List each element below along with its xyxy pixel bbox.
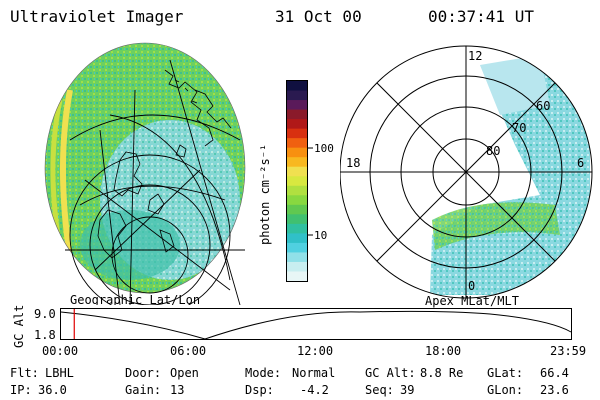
timeline-ytick-9: 9.0 xyxy=(34,307,56,321)
glat-value: 66.4 xyxy=(540,366,569,380)
polar-plot: 12 18 6 0 60 70 80 xyxy=(340,45,593,299)
mlt-label-6: 6 xyxy=(577,156,584,170)
date-label: 31 Oct 00 xyxy=(275,7,362,26)
timeline-plot xyxy=(60,308,572,340)
colorbar-band xyxy=(287,147,307,158)
polar-grid xyxy=(340,45,593,299)
seq-key: Seq: xyxy=(365,383,394,397)
geographic-caption: Geographic Lat/Lon xyxy=(70,293,200,305)
colorbar-band xyxy=(287,157,307,168)
gain-key: Gain: xyxy=(125,383,162,397)
time-label: 00:37:41 UT xyxy=(428,7,534,26)
gc-alt-key: GC Alt: xyxy=(365,366,416,380)
flt-value: LBHL xyxy=(45,366,74,380)
coastlines xyxy=(97,69,232,259)
colorbar-band xyxy=(287,214,307,225)
mlt-label-0: 0 xyxy=(468,279,475,293)
ip-value: 36.0 xyxy=(38,383,67,397)
seq-value: 39 xyxy=(400,383,415,397)
colorbar-tick-10: 10 xyxy=(314,229,327,242)
timeline-xtick-2: 12:00 xyxy=(297,344,334,358)
lat-lon-grid xyxy=(65,59,245,305)
colorbar-band xyxy=(287,223,307,234)
colorbar-band xyxy=(287,109,307,120)
mode-key: Mode: xyxy=(245,366,282,380)
colorbar xyxy=(286,80,308,282)
mlt-label-12: 12 xyxy=(468,49,482,63)
colorbar-band xyxy=(287,81,307,92)
colorbar-band xyxy=(287,100,307,111)
colorbar-band xyxy=(287,252,307,263)
aurora-oval xyxy=(45,43,245,293)
geographic-image: Geographic Lat/Lon xyxy=(44,42,246,305)
gc-alt-value: 8.8 Re xyxy=(420,366,464,380)
mlat-label-80: 80 xyxy=(486,144,500,158)
timeline-xtick-0: 00:00 xyxy=(42,344,79,358)
colorbar-band xyxy=(287,138,307,149)
dsp-key: Dsp: xyxy=(245,383,274,397)
mlt-label-18: 18 xyxy=(346,156,360,170)
timeline-xtick-4: 23:59 xyxy=(550,344,587,358)
dsp-value: -4.2 xyxy=(300,383,329,397)
door-key: Door: xyxy=(125,366,162,380)
polar-caption: Apex MLat/MLT xyxy=(425,294,519,308)
glat-key: GLat: xyxy=(487,366,524,380)
ip-key: IP: xyxy=(10,383,32,397)
flt-key: Flt: xyxy=(10,366,39,380)
mlat-label-70: 70 xyxy=(512,121,526,135)
door-value: Open xyxy=(170,366,199,380)
gain-value: 13 xyxy=(170,383,185,397)
colorbar-band xyxy=(287,185,307,196)
glon-value: 23.6 xyxy=(540,383,569,397)
colorbar-unit-label: photon cm⁻²s⁻¹ xyxy=(258,143,272,245)
colorbar-gradient xyxy=(287,81,307,282)
colorbar-axis: 100 10 xyxy=(308,142,334,242)
polar-aurora xyxy=(430,55,590,295)
timeline-ylabel: GC Alt xyxy=(12,304,26,348)
colorbar-band xyxy=(287,166,307,177)
colorbar-band xyxy=(287,204,307,215)
instrument-title: Ultraviolet Imager xyxy=(10,7,184,26)
colorbar-band xyxy=(287,128,307,139)
mlat-label-60: 60 xyxy=(536,99,550,113)
colorbar-band xyxy=(287,233,307,244)
colorbar-band xyxy=(287,271,307,282)
timeline-xtick-1: 06:00 xyxy=(170,344,207,358)
colorbar-band xyxy=(287,119,307,130)
timeline-xtick-3: 18:00 xyxy=(425,344,462,358)
colorbar-band xyxy=(287,90,307,101)
colorbar-band xyxy=(287,261,307,272)
colorbar-band xyxy=(287,242,307,253)
colorbar-band xyxy=(287,195,307,206)
mode-value: Normal xyxy=(292,366,336,380)
glon-key: GLon: xyxy=(487,383,524,397)
colorbar-tick-100: 100 xyxy=(314,142,334,155)
timeline-ytick-1-8: 1.8 xyxy=(34,328,56,342)
colorbar-band xyxy=(287,176,307,187)
